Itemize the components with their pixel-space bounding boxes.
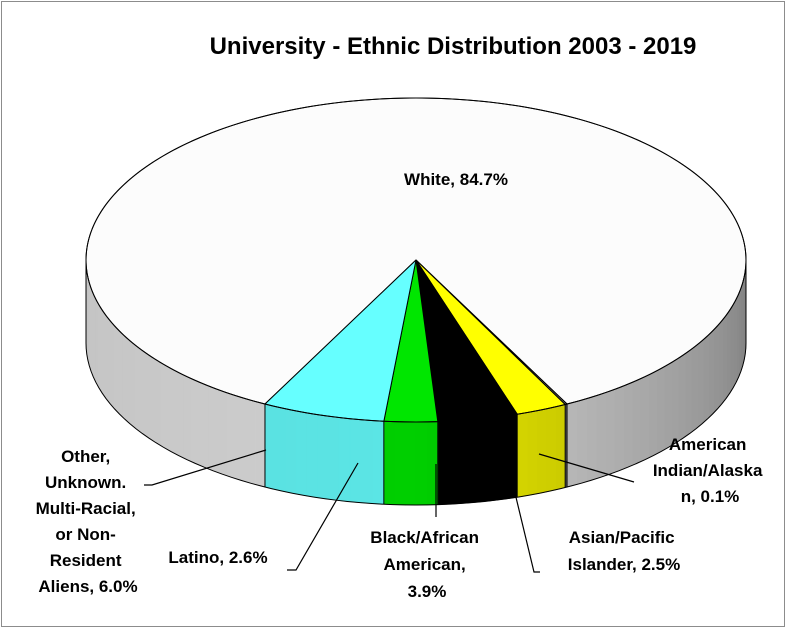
wall-segment xyxy=(730,304,733,392)
wall-segment xyxy=(606,389,615,475)
wall-segment xyxy=(102,309,106,397)
wall-segment xyxy=(577,399,587,485)
wall-segment xyxy=(123,335,128,423)
wall-segment xyxy=(168,367,176,454)
wall-segment xyxy=(478,418,488,502)
wall-segment xyxy=(373,421,384,505)
wall-segment xyxy=(615,386,624,472)
wall-segment xyxy=(113,325,118,413)
wall-segment xyxy=(727,309,731,397)
wall-segment xyxy=(624,382,633,469)
wall-segment xyxy=(91,288,93,376)
wall-segment xyxy=(105,314,109,402)
wall-segment xyxy=(275,407,285,492)
label-white: White, 84.7% xyxy=(404,170,508,189)
wall-segment xyxy=(307,413,318,498)
wall-segment xyxy=(703,335,708,423)
label-american-indian: American Indian/Alaska n, 0.1% xyxy=(653,435,767,506)
wall-segment xyxy=(641,375,649,462)
wall-segment xyxy=(175,371,183,458)
wall-segment xyxy=(160,362,167,449)
wall-segment xyxy=(109,320,113,408)
wall-segment xyxy=(596,393,605,479)
wall-segment xyxy=(537,409,547,494)
wall-segment xyxy=(527,411,537,496)
wall-segment xyxy=(692,344,698,432)
wall-segment xyxy=(737,293,739,381)
pie-tops xyxy=(86,98,746,422)
wall-segment xyxy=(395,422,406,505)
wall-segment xyxy=(679,354,686,441)
wall-segment xyxy=(438,421,448,504)
wall-segment xyxy=(657,367,665,454)
wall-segment xyxy=(153,358,160,445)
wall-segment xyxy=(709,330,714,418)
wall-segment xyxy=(317,415,328,500)
wall-segment xyxy=(361,420,372,504)
wall-segment xyxy=(134,344,140,432)
chart-title: University - Ethnic Distribution 2003 - … xyxy=(210,33,697,60)
wall-segment xyxy=(350,419,361,503)
wall-segment xyxy=(672,358,679,445)
wall-segment xyxy=(517,413,527,498)
wall-segment xyxy=(226,393,235,479)
wall-segment xyxy=(183,375,191,462)
wall-segment xyxy=(208,386,217,472)
wall-segment xyxy=(488,417,498,501)
wall-segment xyxy=(147,354,154,441)
wall-segment xyxy=(567,401,577,487)
wall-segment xyxy=(448,421,458,505)
label-asian-pacific: Asian/Pacific Islander, 2.5% xyxy=(568,528,680,574)
wall-segment xyxy=(714,325,719,413)
wall-segment xyxy=(285,409,295,494)
wall-segment xyxy=(118,330,123,418)
wall-segment xyxy=(140,349,146,437)
wall-segment xyxy=(95,298,98,386)
label-latino: Latino, 2.6% xyxy=(168,548,267,567)
wall-segment xyxy=(685,349,691,437)
wall-segment xyxy=(93,293,95,381)
wall-segment xyxy=(468,419,478,503)
wall-segment xyxy=(458,420,468,504)
wall-segment xyxy=(632,379,640,466)
wall-segment xyxy=(723,314,727,402)
wall-segment xyxy=(296,411,307,496)
wall-segment xyxy=(339,418,350,502)
wall-segment xyxy=(719,320,723,408)
wall-segment xyxy=(328,416,339,500)
wall-segment xyxy=(649,371,657,458)
wall-segment xyxy=(255,401,265,487)
wall-segment xyxy=(129,340,135,428)
wall-segment xyxy=(384,421,395,504)
wall-segment xyxy=(265,404,275,489)
wall-segment xyxy=(236,396,246,482)
wall-segment xyxy=(416,422,427,505)
wall-segment xyxy=(98,304,101,392)
wall-segment xyxy=(405,422,416,505)
wall-segment xyxy=(508,414,518,498)
wall-segment xyxy=(546,407,555,492)
wall-segment xyxy=(245,399,255,485)
wall-segment xyxy=(739,288,741,376)
label-black: Black/African American, 3.9% xyxy=(370,528,483,601)
wall-segment xyxy=(698,340,704,428)
wall-segment xyxy=(556,405,565,490)
wall-segment xyxy=(498,416,508,500)
wall-segment xyxy=(191,379,199,466)
label-other: Other, Unknown. Multi-Racial, or Non- Re… xyxy=(36,447,141,596)
wall-segment xyxy=(200,382,209,469)
wall-segment xyxy=(734,298,737,386)
